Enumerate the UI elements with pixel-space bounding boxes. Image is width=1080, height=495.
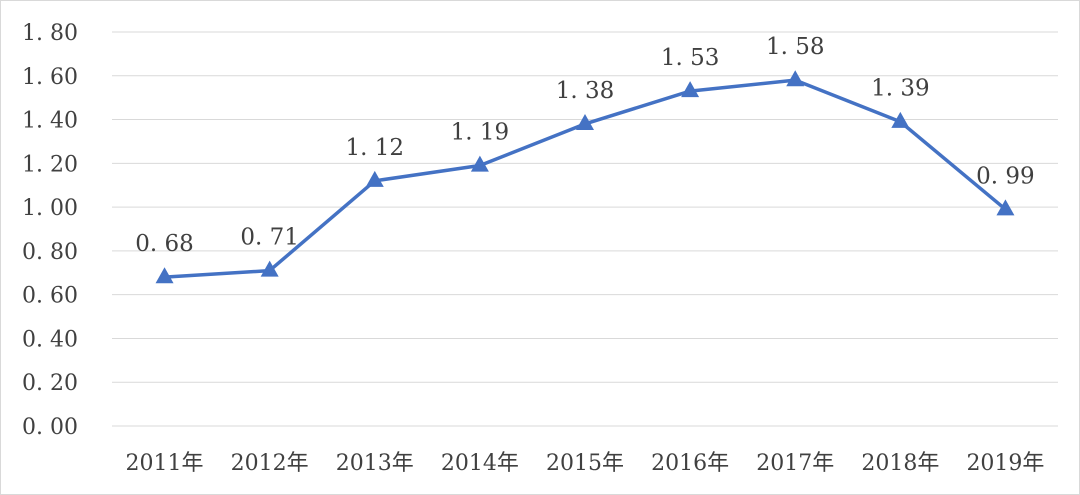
y-tick-label: 0. 80 [22,240,78,265]
data-label: 0. 71 [240,225,299,251]
data-point-marker [576,114,594,131]
x-axis-ticks: 2011年 2012年 2013年 2014年 2015年 2016年 2017年 2018年… [126,451,1045,476]
data-point-marker [681,81,700,98]
x-tick-label: 2014年 [441,451,519,476]
data-point-marker [365,170,384,187]
y-tick-label: 1. 80 [22,21,78,46]
data-label: 1. 38 [556,78,615,104]
data-label: 1. 39 [871,76,930,102]
data-label: 1. 12 [346,135,405,161]
y-tick-label: 1. 40 [22,109,78,134]
x-tick-label: 2012年 [231,451,309,476]
x-tick-label: 2013年 [336,451,414,476]
data-label: 1. 19 [451,120,510,146]
x-tick-label: 2016年 [651,451,729,476]
data-label: 1. 53 [661,45,720,71]
x-tick-label: 2017年 [756,451,834,476]
data-label: 0. 99 [976,163,1035,189]
data-point-marker [260,260,279,277]
y-tick-label: 1. 20 [22,152,78,177]
y-tick-label: 1. 60 [22,65,78,90]
data-point-marker [155,267,174,284]
y-axis-ticks: 0. 00 0. 20 0. 40 0. 60 0. 80 1. 00 1. 20 1. 40… [22,21,78,440]
data-point-marker [470,155,489,172]
data-labels: 0. 68 0. 71 1. 12 1. 19 1. 38 1. 53 1. 58 1. 39… [135,34,1034,257]
data-label: 1. 58 [766,34,825,60]
x-tick-label: 2015年 [546,451,624,476]
x-tick-label: 2011年 [126,451,204,476]
data-markers [155,70,1015,284]
y-tick-label: 0. 20 [22,371,78,396]
y-tick-label: 0. 40 [22,327,78,352]
data-point-marker [786,70,805,87]
data-point-marker [996,199,1015,216]
y-tick-label: 0. 60 [22,284,78,309]
y-tick-label: 0. 00 [22,415,78,440]
data-point-marker [891,111,910,128]
gridlines [112,31,1058,427]
data-label: 0. 68 [135,231,194,257]
x-tick-label: 2018年 [861,451,939,476]
x-tick-label: 2019年 [966,451,1044,476]
y-tick-label: 1. 00 [22,196,78,221]
